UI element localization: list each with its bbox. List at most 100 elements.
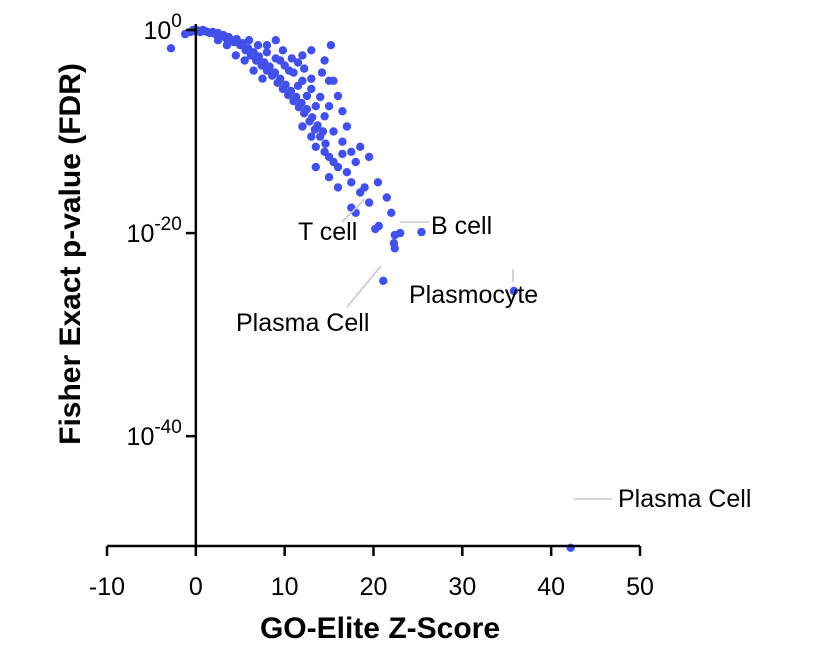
- data-point: [300, 64, 309, 73]
- y-tick-label: 10-40: [127, 417, 182, 451]
- data-point: [262, 41, 272, 50]
- data-point: [311, 162, 320, 172]
- x-tick-label: 30: [448, 573, 476, 601]
- data-point: [364, 198, 374, 207]
- data-point: [342, 122, 352, 131]
- data-point: [356, 142, 365, 151]
- data-point: [316, 92, 325, 102]
- data-point: [333, 183, 343, 192]
- x-tick-label: 20: [360, 573, 388, 601]
- data-point: [360, 183, 369, 192]
- annotation-label: Plasma Cell: [236, 309, 369, 337]
- data-point: [324, 102, 334, 111]
- x-tick-label: 10: [271, 573, 299, 601]
- data-point: [254, 52, 264, 61]
- data-point: [271, 36, 280, 45]
- x-tick-label: 0: [189, 573, 203, 601]
- annotation-leader-line: [346, 265, 382, 308]
- data-point: [258, 74, 267, 83]
- data-point: [298, 51, 307, 60]
- data-point: [333, 162, 343, 172]
- data-point: [364, 152, 374, 162]
- y-axis-ticks: 100 10-20 10-40: [127, 11, 196, 451]
- data-point: [262, 48, 272, 57]
- data-point: [253, 41, 263, 50]
- data-point: [231, 51, 240, 60]
- data-point: [396, 228, 405, 238]
- data-point: [249, 66, 258, 75]
- y-tick-label: 100: [143, 11, 181, 45]
- data-points: [166, 25, 575, 552]
- data-point: [311, 102, 320, 111]
- data-point: [293, 81, 303, 91]
- annotation-label: Plasma Cell: [618, 485, 751, 513]
- data-point: [333, 91, 343, 101]
- data-point: [213, 36, 223, 45]
- data-point: [311, 142, 320, 151]
- data-point: [338, 107, 347, 116]
- data-point: [347, 178, 356, 187]
- data-point: [308, 113, 317, 122]
- y-tick-label: 10-20: [127, 214, 182, 248]
- data-point: [307, 74, 316, 83]
- annotation-label: B cell: [431, 212, 492, 240]
- data-point: [379, 276, 388, 285]
- data-point: [307, 132, 316, 141]
- data-point: [232, 34, 241, 44]
- data-point: [320, 56, 329, 65]
- data-point: [338, 137, 347, 146]
- x-axis-title: GO-Elite Z-Score: [260, 612, 500, 645]
- data-point: [371, 224, 380, 234]
- data-point: [326, 41, 336, 50]
- data-point: [298, 122, 307, 131]
- annotations: T cell B cell Plasma Cell Plasmocyte Plasma …: [236, 198, 751, 513]
- data-point: [382, 193, 391, 202]
- data-point: [342, 168, 352, 177]
- data-point: [329, 127, 338, 136]
- data-point: [284, 66, 294, 75]
- data-point: [293, 58, 303, 67]
- annotation-label: T cell: [298, 218, 357, 246]
- data-point: [351, 208, 360, 217]
- data-point: [302, 91, 312, 101]
- y-axis-title: Fisher Exact p-value (FDR): [54, 63, 87, 445]
- data-point: [320, 112, 329, 121]
- annotation-leader-line: [341, 198, 366, 223]
- data-point: [287, 54, 296, 63]
- data-point: [347, 147, 356, 156]
- annotation-label: Plasmocyte: [409, 281, 538, 309]
- data-point: [324, 173, 334, 182]
- data-point: [276, 56, 285, 65]
- data-point: [307, 84, 316, 94]
- axes: -10 0 10 20 30 40 50 100 10-20 10-40: [89, 11, 654, 601]
- data-point: [265, 62, 274, 71]
- data-point: [278, 46, 288, 55]
- data-point: [307, 46, 316, 55]
- x-tick-label: -10: [89, 573, 125, 601]
- data-point: [390, 244, 399, 253]
- data-point: [351, 157, 360, 167]
- data-point: [302, 105, 312, 114]
- data-point: [244, 36, 254, 45]
- data-point: [321, 139, 330, 148]
- data-point: [417, 227, 426, 237]
- data-point: [222, 41, 232, 50]
- data-point: [313, 121, 322, 130]
- data-point: [318, 127, 328, 136]
- data-point: [276, 74, 285, 83]
- data-point: [317, 68, 327, 77]
- data-point: [329, 76, 338, 86]
- data-point: [270, 68, 280, 77]
- data-point: [509, 286, 519, 296]
- data-point: [373, 178, 383, 187]
- x-axis-ticks: -10 0 10 20 30 40 50: [89, 546, 654, 601]
- data-point: [240, 56, 249, 65]
- data-point: [297, 98, 306, 108]
- x-tick-label: 50: [626, 573, 654, 601]
- data-point: [338, 149, 347, 159]
- x-tick-label: 40: [537, 573, 565, 601]
- data-point: [292, 92, 301, 102]
- data-point: [387, 208, 396, 217]
- data-point: [166, 44, 176, 53]
